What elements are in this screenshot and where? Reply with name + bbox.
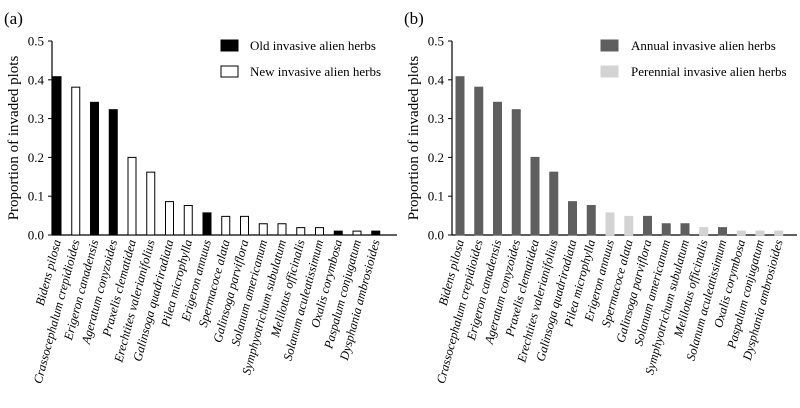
panel-a-bar — [277, 223, 287, 236]
panel-a-bar — [221, 215, 231, 236]
panel-b-y-tick-label: 0.0 — [428, 228, 444, 243]
panel-a-y-tick-label: 0.4 — [28, 72, 45, 87]
panel-b-bar — [661, 223, 671, 236]
panel-b-bar — [680, 223, 690, 236]
panel-a-y-tick-label: 0.0 — [28, 228, 44, 243]
panel-b-legend-swatch — [600, 39, 619, 52]
panel-a-legend-swatch — [220, 39, 239, 52]
panel-b-legend-label: Perennial invasive alien herbs — [631, 64, 787, 79]
panel-a-bar — [333, 230, 343, 236]
panel-b-bar — [474, 86, 484, 236]
panel-b-chart: (b) Proportion of invaded plots 0.0 0.1 0.2 0… — [404, 9, 797, 385]
panel-b-bar — [511, 109, 521, 236]
panel-b-bar — [736, 230, 746, 236]
panel-a-panel-label: (a) — [4, 9, 23, 28]
panel-b-y-tick-label: 0.4 — [428, 72, 445, 87]
panel-a-legend-swatch — [220, 65, 239, 78]
panel-b-bar — [699, 227, 709, 236]
panel-b-bar — [493, 101, 502, 236]
panel-a-bar — [352, 230, 362, 236]
panel-b-bar — [774, 230, 784, 236]
panel-a-bar — [296, 227, 306, 236]
panel-a-bar — [202, 212, 212, 236]
panel-b-legend-label: Annual invasive alien herbs — [631, 38, 776, 53]
panel-a-y-tick-label: 0.3 — [28, 111, 44, 126]
panel-a-bar — [90, 101, 99, 236]
panel-b-legend-swatch — [600, 65, 619, 78]
panel-a-y-tick-label: 0.2 — [28, 150, 44, 165]
panel-b-bar — [455, 76, 465, 236]
panel-a-bar — [146, 171, 156, 236]
panel-a-y-tick-label: 0.1 — [28, 189, 44, 204]
panel-a-y-axis-label: Proportion of invaded plots — [6, 56, 22, 221]
panel-b-bar — [549, 171, 559, 236]
panel-a-chart: (a) Proportion of invaded plots 0.0 0.1 0.2 0… — [4, 9, 397, 385]
panel-b-bar — [643, 215, 652, 236]
panel-b-y-tick-label: 0.5 — [428, 34, 444, 49]
panel-b-bar — [530, 156, 540, 236]
panel-b-bar — [605, 212, 615, 236]
panel-a-bar — [165, 201, 174, 236]
panel-b-y-tick-label: 0.2 — [428, 150, 444, 165]
panel-b-bar — [755, 230, 765, 236]
panel-a-bar — [371, 230, 381, 236]
panel-b-bar — [586, 205, 596, 236]
panel-a-legend-label: Old invasive alien herbs — [250, 38, 376, 53]
panel-b-y-tick-label: 0.3 — [428, 111, 444, 126]
panel-a-bar — [183, 205, 193, 236]
panel-b-bar — [568, 201, 577, 236]
panel-b-bar — [624, 215, 634, 236]
panel-a-y-tick-label: 0.5 — [28, 34, 44, 49]
panel-a-bar — [127, 156, 137, 236]
panel-a-legend-label: New invasive alien herbs — [250, 64, 381, 79]
panel-b-bar — [718, 227, 727, 236]
panel-a-bar — [315, 227, 324, 236]
panel-a-bar — [71, 86, 81, 236]
panel-b-panel-label: (b) — [404, 9, 424, 28]
panel-a-bar — [52, 76, 62, 236]
panel-b-y-tick-label: 0.1 — [428, 189, 444, 204]
panel-b-y-axis-label: Proportion of invaded plots — [406, 56, 422, 221]
panel-a-bar — [258, 223, 268, 236]
panel-a-bar — [240, 215, 249, 236]
panel-a-bar — [108, 109, 118, 236]
